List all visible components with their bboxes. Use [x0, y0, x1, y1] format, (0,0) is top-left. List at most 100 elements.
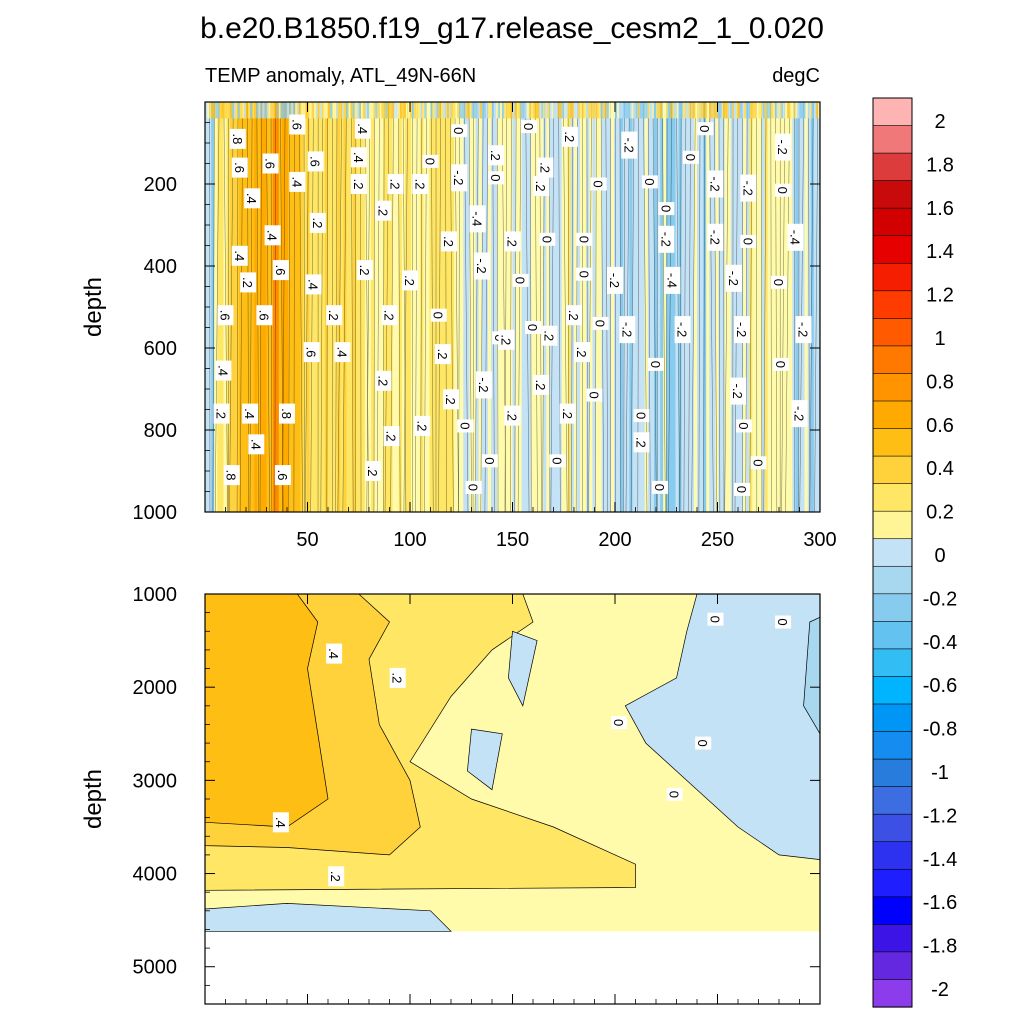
contour-label: 0 [641, 175, 658, 189]
svg-text:.6: .6 [263, 158, 278, 169]
contour-label: .2 [504, 405, 521, 426]
contour-label: .2 [375, 200, 392, 221]
svg-text:.4: .4 [265, 230, 280, 241]
svg-text:.4: .4 [242, 408, 257, 419]
svg-text:.8: .8 [224, 470, 239, 481]
svg-text:-.2: -.2 [775, 140, 790, 155]
svg-text:-.4: -.4 [470, 211, 485, 226]
contour-label: 0 [525, 321, 541, 334]
chart-title: b.e20.B1850.f19_g17.release_cesm2_1_0.02… [200, 12, 824, 45]
svg-text:.6: .6 [308, 156, 323, 167]
contour-label: .2 [356, 260, 373, 281]
upper-panel-ylabel: depth [80, 277, 107, 337]
colorbar-label: 1.8 [926, 154, 954, 176]
contour-label: .2 [574, 342, 591, 363]
colorbar-label: -1.2 [923, 805, 957, 827]
colorbar-swatch [872, 400, 913, 430]
svg-text:0: 0 [611, 719, 626, 726]
svg-text:0: 0 [576, 271, 591, 278]
contour-label: 0 [775, 615, 792, 629]
y-tick-label: 200 [144, 174, 177, 196]
svg-text:-.4: -.4 [787, 230, 802, 245]
colorbar-label: 1.2 [926, 285, 954, 307]
svg-text:-.2: -.2 [474, 258, 489, 273]
svg-text:0: 0 [525, 324, 540, 331]
svg-text:0: 0 [652, 484, 667, 491]
svg-text:.2: .2 [402, 275, 417, 286]
colorbar-swatch [872, 180, 913, 209]
contour-label: .4 [231, 245, 248, 266]
svg-text:.2: .2 [537, 162, 552, 173]
colorbar-label: 2 [934, 111, 945, 133]
svg-text:0: 0 [550, 457, 565, 464]
svg-text:.6: .6 [289, 119, 304, 130]
contour-label: 0 [611, 716, 628, 730]
x-tick-label: 150 [496, 529, 529, 551]
lower-panel-field [205, 594, 820, 932]
svg-text:.2: .2 [326, 310, 341, 321]
svg-text:.8: .8 [279, 408, 294, 419]
contour-label: .2 [537, 157, 554, 178]
contour-label: .2 [412, 174, 429, 194]
svg-text:-.2: -.2 [734, 322, 749, 337]
svg-text:.2: .2 [533, 181, 548, 192]
upper-panel: 50 100 150 200 250 300 200 400 600 800 1000 .8 .6 .4… [80, 101, 837, 551]
svg-text:.4: .4 [326, 648, 341, 659]
contour-label: 0 [520, 120, 537, 134]
svg-text:.2: .2 [498, 334, 513, 345]
colorbar-swatch [872, 703, 913, 733]
colorbar-label: 0.8 [926, 371, 954, 393]
colorbar-swatch [872, 896, 913, 925]
svg-text:-.2: -.2 [658, 232, 673, 247]
svg-text:.2: .2 [328, 871, 343, 882]
svg-text:.2: .2 [562, 131, 577, 142]
colorbar-swatch [872, 813, 913, 843]
svg-text:.2: .2 [441, 236, 456, 247]
contour-label: 0 [707, 612, 724, 626]
colorbar-label: 0.2 [926, 502, 954, 524]
contour-label: .8 [223, 465, 240, 486]
contour-label: 0 [586, 388, 603, 402]
colorbar-label: -1.8 [923, 936, 957, 958]
contour-label: -.2 [725, 264, 742, 292]
lower-panel: 1000 2000 3000 4000 5000 .4 .2 0 0 0 0 0 .4 .2 depth [80, 584, 821, 1005]
contour-label: -.2 [791, 400, 808, 428]
svg-text:0: 0 [521, 123, 536, 130]
svg-text:-.2: -.2 [619, 322, 634, 337]
contour-label: .2 [488, 145, 505, 166]
y-tick-label: 600 [144, 338, 177, 360]
contour-label: .8 [279, 403, 295, 424]
svg-text:0: 0 [667, 791, 682, 798]
colorbar-label: 0.6 [926, 415, 954, 437]
svg-text:-.2: -.2 [740, 181, 755, 196]
colorbar-swatch [872, 648, 913, 678]
contour-label: .2 [389, 667, 406, 688]
colorbar-swatch [872, 483, 913, 512]
svg-text:0: 0 [773, 361, 788, 368]
contour-label: .2 [541, 325, 558, 346]
contour-label: .6 [217, 305, 234, 326]
svg-text:.2: .2 [414, 420, 429, 431]
colorbar-swatch [872, 125, 913, 154]
contour-label: -.2 [658, 225, 675, 253]
contour-label: .2 [383, 426, 400, 447]
contour-label: .4 [248, 434, 265, 455]
contour-label: .2 [414, 415, 431, 436]
contour-label: .2 [240, 272, 257, 293]
svg-text:0: 0 [513, 277, 528, 284]
contour-label: 0 [750, 456, 767, 470]
contour-label: .4 [264, 225, 281, 246]
contour-label: .2 [561, 126, 578, 147]
contour-label: .4 [326, 643, 343, 664]
contour-label: .2 [559, 403, 576, 424]
colorbar-swatch [872, 455, 913, 485]
upper-panel-field [205, 102, 820, 512]
contour-label: -.2 [775, 133, 792, 161]
contour-label: 0 [592, 316, 609, 330]
contour-label: 0 [430, 308, 447, 322]
svg-text:-.2: -.2 [607, 273, 622, 288]
contour-label: -.4 [664, 266, 681, 294]
chart-units: degC [772, 65, 820, 87]
svg-text:0: 0 [751, 459, 766, 466]
svg-text:0: 0 [457, 422, 472, 429]
